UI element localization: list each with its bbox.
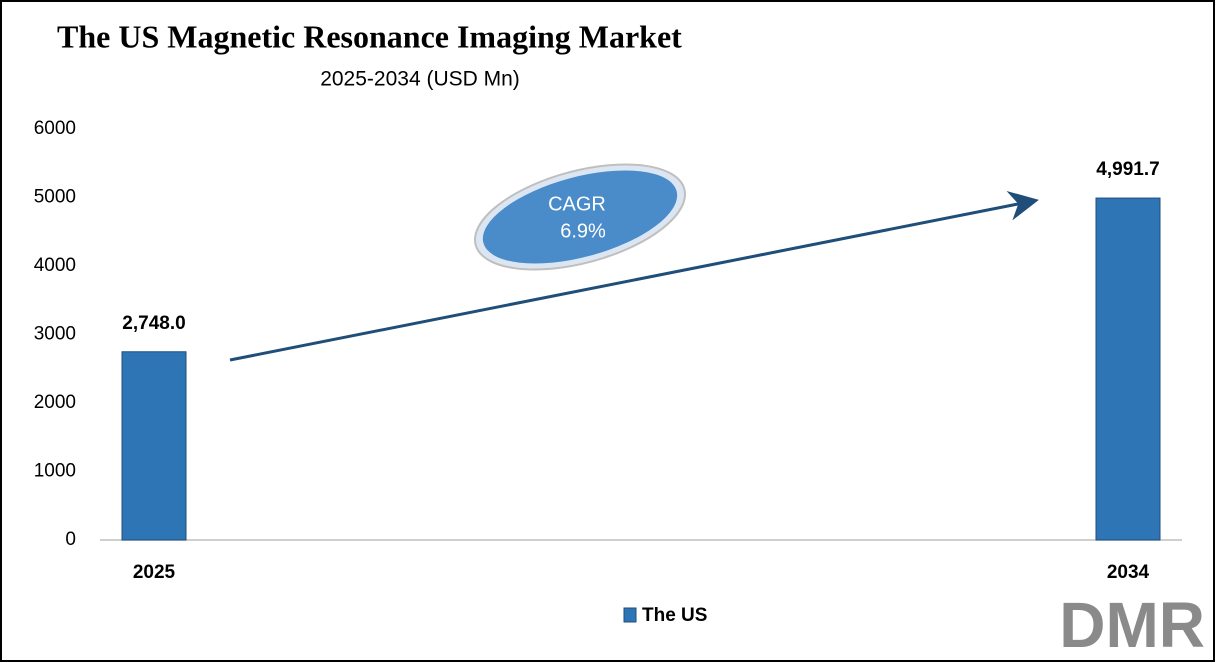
trend-arrow [229, 190, 1039, 362]
bar [1095, 197, 1161, 541]
y-tick-label: 1000 [34, 461, 76, 482]
cagr-badge [474, 163, 686, 271]
value-label: 2,748.0 [122, 313, 185, 334]
y-tick-label: 0 [65, 529, 76, 550]
x-tick-label: 2034 [1107, 562, 1150, 583]
y-tick-label: 2000 [34, 392, 76, 413]
legend-swatch [623, 607, 637, 623]
y-tick-label: 3000 [34, 324, 76, 345]
x-tick-label: 2025 [133, 562, 176, 583]
value-label: 4,991.7 [1096, 159, 1159, 180]
y-tick-label: 4000 [34, 255, 76, 276]
logo: DMR [1059, 589, 1205, 661]
y-tick-label: 6000 [34, 118, 76, 139]
chart-subtitle: 2025-2034 (USD Mn) [320, 68, 520, 91]
y-tick-label: 5000 [34, 187, 76, 208]
cagr-ellipse [482, 170, 678, 264]
cagr-label: CAGR [548, 193, 606, 215]
cagr-value: 6.9% [560, 220, 606, 242]
bar [121, 351, 187, 541]
chart-title: The US Magnetic Resonance Imaging Market [57, 18, 682, 54]
legend-label: The US [642, 605, 707, 626]
